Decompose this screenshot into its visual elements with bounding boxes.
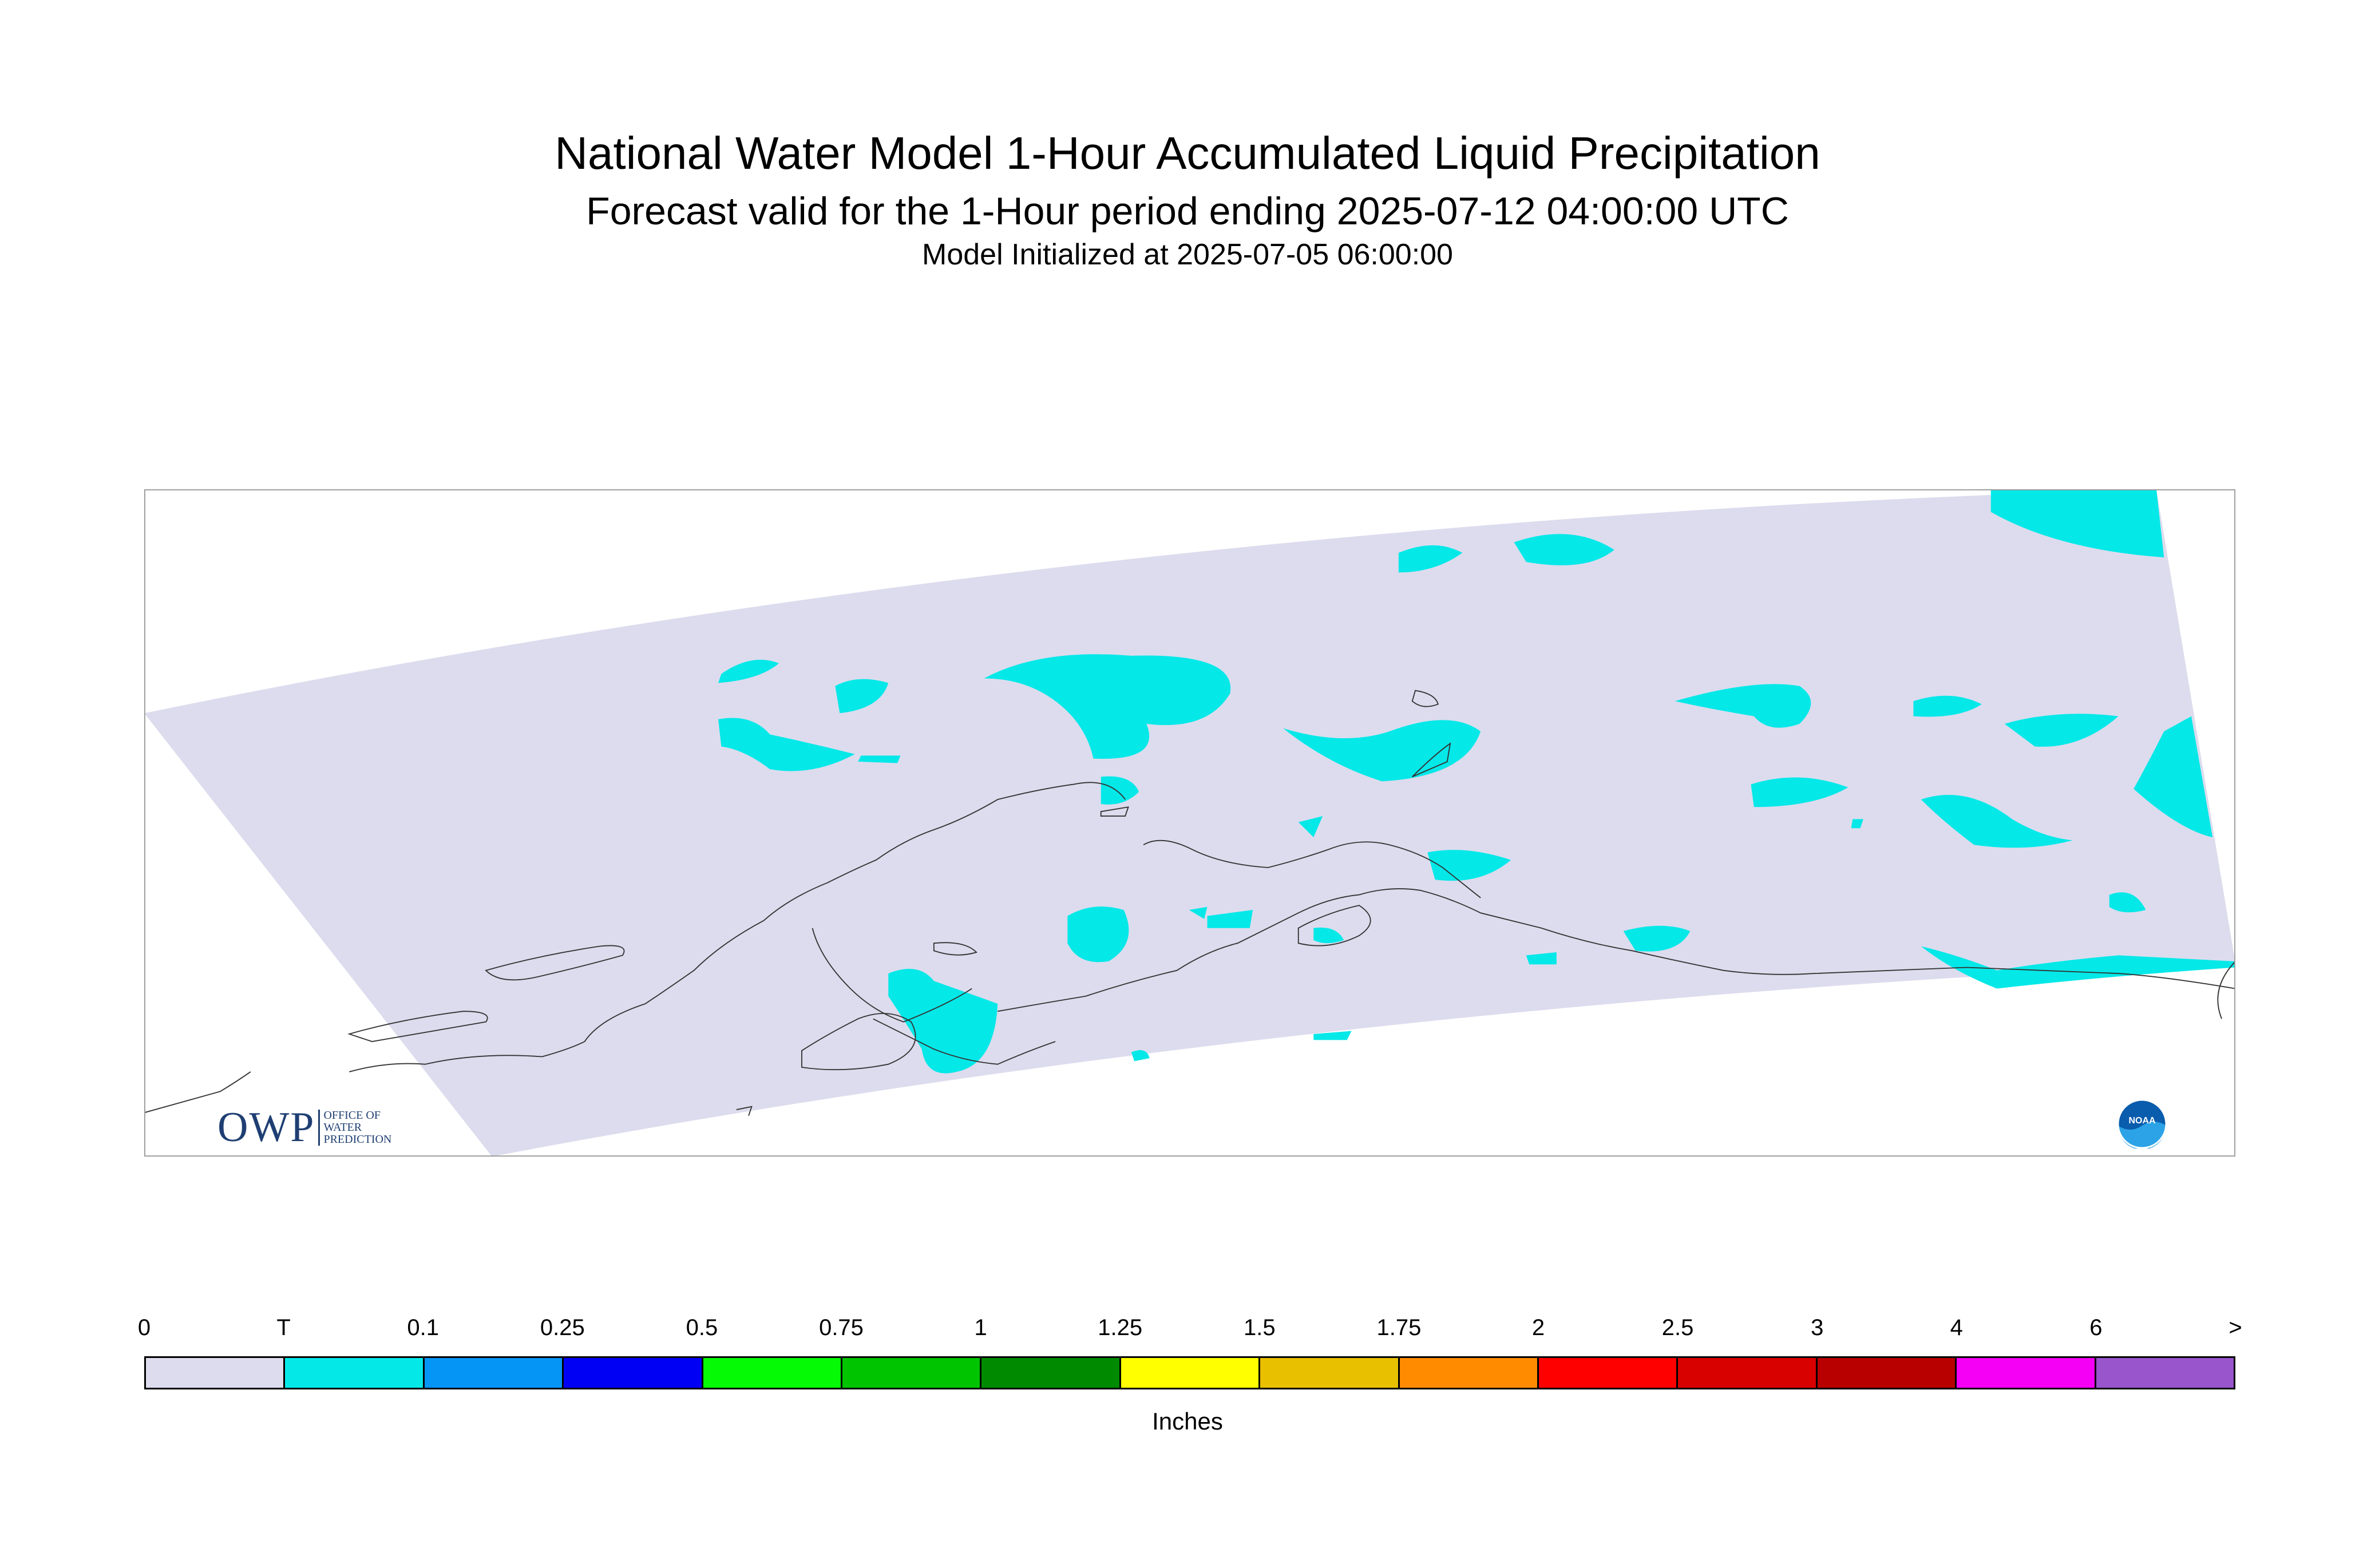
colorbar-swatch: [146, 1358, 286, 1388]
colorbar-tick-label: 0.75: [819, 1315, 864, 1340]
coastline: [736, 1106, 753, 1116]
model-domain: [144, 489, 2235, 1157]
model-init-line: Model Initialized at 2025-07-05 06:00:00: [922, 238, 1453, 271]
coastline: [933, 942, 977, 956]
colorbar-swatch: [842, 1358, 982, 1388]
coastline: [1412, 742, 1451, 778]
precip-patch: [1921, 946, 2235, 989]
colorbar-swatch: [564, 1358, 703, 1388]
precip-patch: [1514, 534, 1614, 565]
precip-patch: [2133, 716, 2213, 838]
coastline: [812, 928, 972, 1023]
colorbar-tick-label: 2.5: [1661, 1315, 1694, 1340]
coastline: [1143, 840, 1481, 898]
colorbar-tick-label: 1.5: [1243, 1315, 1276, 1340]
precip-patch: [1921, 795, 2073, 848]
colorbar-tick-label: 0.1: [407, 1315, 439, 1340]
colorbar-swatch: [2096, 1358, 2234, 1388]
colorbar: [144, 1356, 2235, 1389]
colorbar-tick-label: 0: [137, 1315, 151, 1340]
coastline: [1100, 806, 1129, 817]
coastline: [998, 888, 2235, 1012]
colorbar-tick-label: 3: [1811, 1315, 1824, 1340]
coastline: [873, 1018, 1056, 1065]
coastline: [1411, 690, 1439, 707]
colorbar-tick-label: >: [2228, 1315, 2242, 1340]
precip-patch: [888, 969, 998, 1074]
colorbar-swatch: [1260, 1358, 1400, 1388]
colorbar-swatch: [1678, 1358, 1818, 1388]
map-frame: [144, 489, 2235, 1157]
precip-patch: [2109, 892, 2146, 913]
precip-patch: [1427, 850, 1511, 881]
precip-patch: [1851, 819, 1863, 829]
precip-patch: [1313, 1031, 1352, 1040]
precip-patch: [1751, 777, 1848, 807]
colorbar-tick-label: 0.5: [686, 1315, 718, 1340]
precip-patch: [1189, 906, 1208, 919]
precip-patch: [1131, 1050, 1150, 1062]
precip-patch: [1990, 489, 2164, 557]
precip-patch: [718, 659, 779, 683]
coastline: [347, 1011, 488, 1043]
colorbar-tick-label: 1: [974, 1315, 987, 1340]
precip-patch: [1298, 816, 1323, 838]
map-title: National Water Model 1-Hour Accumulated …: [555, 128, 1820, 179]
colorbar-tick-label: 0.25: [540, 1315, 585, 1340]
colorbar-tick-label: 4: [1950, 1315, 1963, 1340]
precip-patch: [1067, 906, 1129, 963]
colorbar-tick-label: 1.75: [1376, 1315, 1422, 1340]
colorbar-tick-label: T: [276, 1315, 291, 1340]
precip-patch: [1101, 776, 1139, 805]
coastline: [349, 782, 1126, 1072]
coastline: [1297, 905, 1371, 947]
noaa-logo: NOAA: [2117, 1099, 2167, 1150]
precip-patch: [1283, 720, 1481, 782]
map-subtitle: Forecast valid for the 1-Hour period end…: [586, 189, 1789, 233]
colorbar-swatch: [1121, 1358, 1261, 1388]
colorbar-swatch: [703, 1358, 843, 1388]
colorbar-swatch: [424, 1358, 564, 1388]
coastline: [144, 1071, 251, 1114]
coastlines: [144, 690, 2235, 1116]
coastline: [2217, 961, 2235, 1019]
coastline: [485, 945, 625, 981]
colorbar-tick-label: 1.25: [1098, 1315, 1143, 1340]
coastline: [801, 1013, 916, 1071]
precip-patch: [984, 654, 1231, 759]
colorbar-swatch: [1399, 1358, 1539, 1388]
precip-patch: [1526, 952, 1557, 965]
precip-patch: [718, 718, 855, 771]
precip-patch: [1913, 695, 1982, 717]
colorbar-swatch: [1957, 1358, 2096, 1388]
precip-patch: [2004, 714, 2119, 747]
colorbar-units: Inches: [1152, 1408, 1223, 1435]
owp-logo: OWP OFFICE OF WATER PREDICTION: [217, 1103, 392, 1151]
colorbar-tick-label: 6: [2089, 1315, 2103, 1340]
precip-patch: [858, 755, 901, 763]
colorbar-swatch: [1817, 1358, 1957, 1388]
precip-patch: [835, 679, 889, 714]
precip-areas: [718, 489, 2235, 1074]
colorbar-swatch: [981, 1358, 1121, 1388]
precip-patch: [1675, 684, 1811, 728]
precipitation-map: [144, 489, 2235, 1157]
colorbar-tick-label: 2: [1531, 1315, 1545, 1340]
precip-patch: [1398, 545, 1463, 573]
colorbar-swatch: [1539, 1358, 1679, 1388]
precip-patch: [1313, 927, 1344, 944]
precip-patch: [1623, 925, 1691, 952]
svg-text:NOAA: NOAA: [2128, 1116, 2156, 1126]
colorbar-swatch: [285, 1358, 425, 1388]
